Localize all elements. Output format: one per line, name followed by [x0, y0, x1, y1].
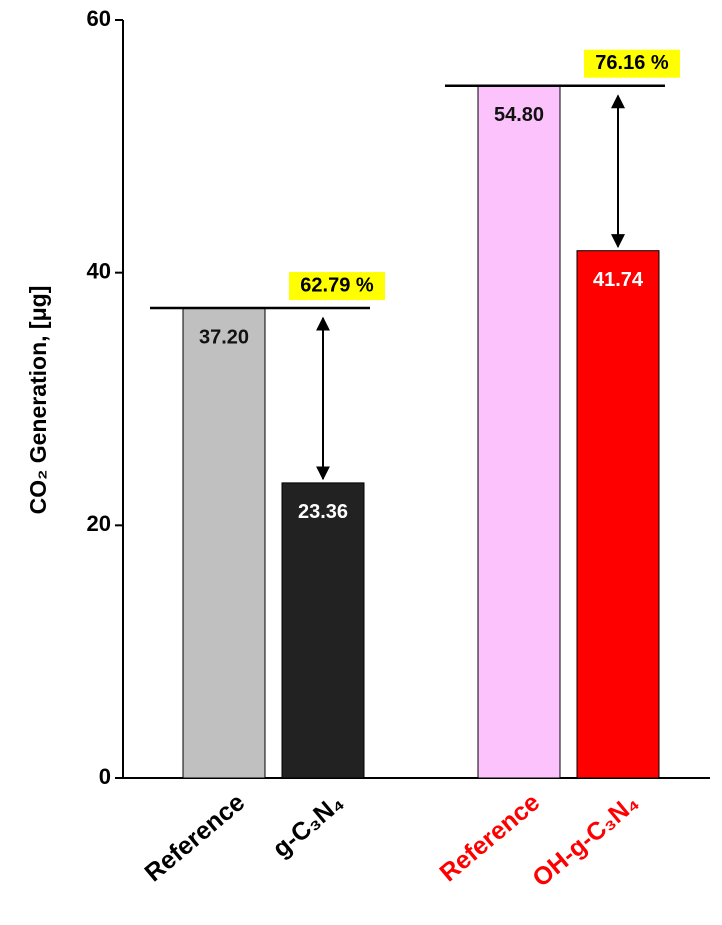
y-tick-label: 0	[99, 764, 111, 789]
value-label: 23.36	[298, 501, 348, 523]
annotation: 76.16 %	[595, 52, 669, 74]
x-tick-label: Reference	[139, 788, 250, 887]
y-tick-label: 60	[87, 6, 111, 31]
x-tick-label: g-C₃N₄	[267, 788, 349, 863]
x-tick-label: OH-g-C₃N₄	[527, 788, 644, 892]
value-label: 41.74	[593, 269, 644, 291]
bar	[477, 85, 561, 779]
annotation: 62.79 %	[300, 274, 374, 296]
bar	[281, 482, 365, 779]
bar	[576, 250, 660, 779]
y-tick-label: 20	[87, 511, 111, 536]
y-tick-label: 40	[87, 258, 111, 283]
annotation-highlight	[289, 272, 385, 301]
value-label: 37.20	[199, 326, 249, 348]
value-label: 54.80	[494, 104, 544, 126]
annotation-highlight	[584, 49, 680, 78]
y-axis-label: CO₂ Generation, [μg]	[25, 286, 51, 515]
bar	[182, 307, 266, 779]
